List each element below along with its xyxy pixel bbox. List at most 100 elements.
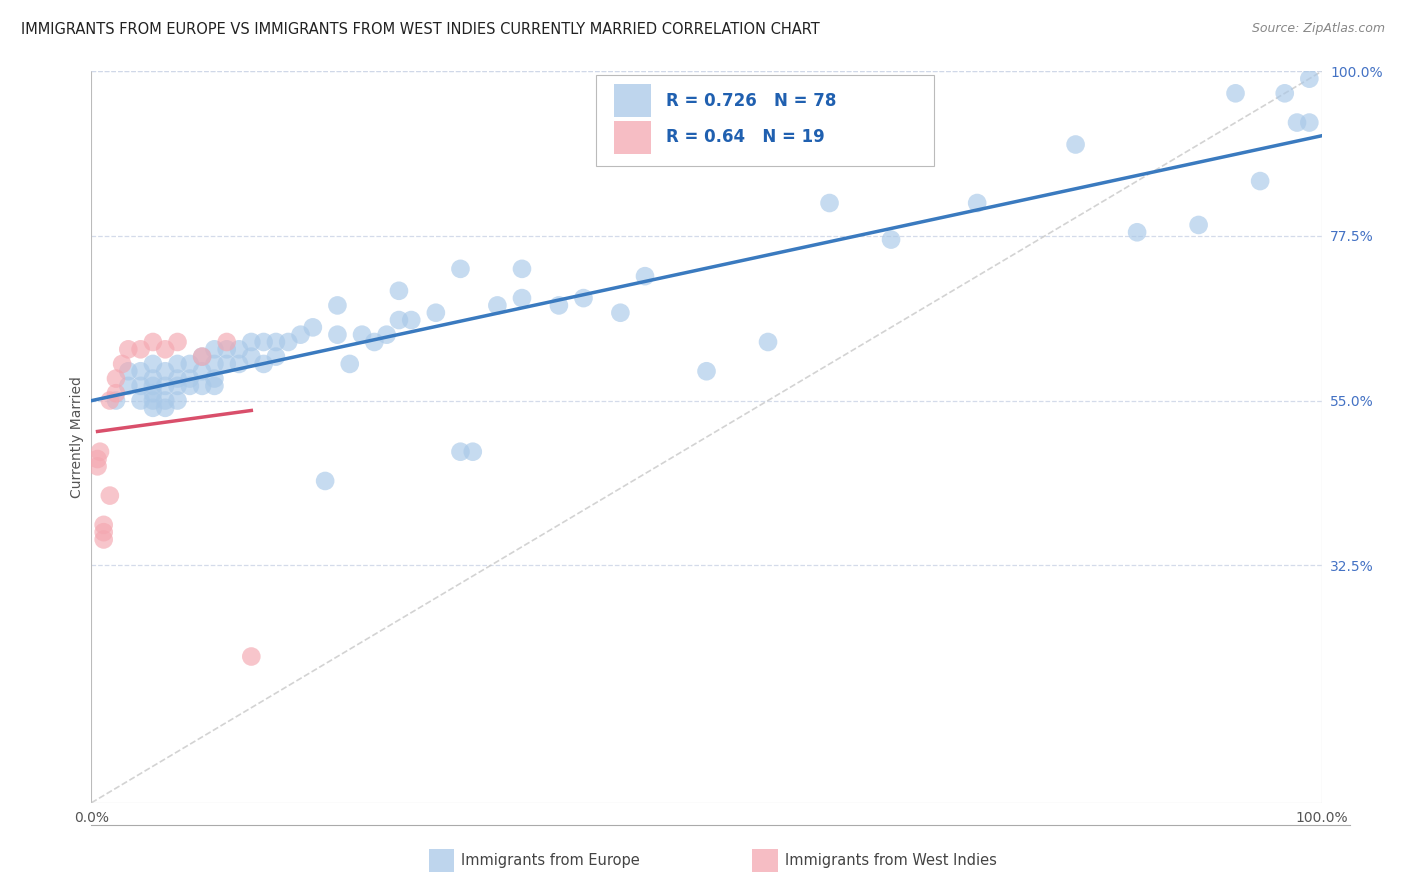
Text: IMMIGRANTS FROM EUROPE VS IMMIGRANTS FROM WEST INDIES CURRENTLY MARRIED CORRELAT: IMMIGRANTS FROM EUROPE VS IMMIGRANTS FRO…: [21, 22, 820, 37]
Point: [179, 371, 201, 385]
Point: [547, 298, 569, 312]
Point: [228, 343, 250, 357]
Point: [634, 269, 657, 284]
Point: [461, 444, 484, 458]
Point: [142, 379, 165, 393]
Point: [449, 444, 471, 458]
Point: [510, 291, 533, 305]
Point: [202, 343, 225, 357]
Point: [153, 343, 177, 357]
Point: [326, 298, 349, 312]
Point: [105, 393, 127, 408]
Point: [98, 393, 121, 408]
Text: Source: ZipAtlas.com: Source: ZipAtlas.com: [1251, 22, 1385, 36]
Point: [756, 334, 779, 349]
Point: [880, 233, 903, 247]
Point: [240, 334, 263, 349]
Point: [179, 379, 201, 393]
Point: [129, 379, 152, 393]
Point: [240, 649, 263, 664]
Point: [117, 364, 139, 378]
Point: [1064, 137, 1087, 152]
Point: [129, 343, 152, 357]
Point: [375, 327, 398, 342]
Text: R = 0.64   N = 19: R = 0.64 N = 19: [666, 128, 825, 146]
Point: [215, 343, 238, 357]
Bar: [614, 84, 651, 117]
Point: [142, 357, 165, 371]
Point: [117, 343, 139, 357]
Point: [609, 306, 631, 320]
Point: [215, 334, 238, 349]
Point: [449, 261, 471, 276]
Point: [264, 350, 287, 364]
Point: [105, 371, 127, 385]
Point: [129, 393, 152, 408]
Point: [1285, 115, 1308, 129]
Point: [388, 313, 411, 327]
Point: [695, 364, 717, 378]
Point: [86, 459, 108, 474]
Point: [202, 371, 225, 385]
Point: [253, 334, 276, 349]
Point: [111, 357, 134, 371]
Point: [1249, 174, 1271, 188]
Text: Immigrants from West Indies: Immigrants from West Indies: [785, 854, 997, 868]
Point: [166, 334, 188, 349]
Point: [425, 306, 447, 320]
Bar: [614, 120, 651, 153]
Point: [363, 334, 385, 349]
Text: R = 0.726   N = 78: R = 0.726 N = 78: [666, 92, 837, 110]
Point: [202, 379, 225, 393]
Point: [966, 196, 988, 211]
Point: [153, 401, 177, 415]
Point: [1126, 225, 1149, 239]
Point: [1187, 218, 1209, 232]
Point: [290, 327, 312, 342]
Point: [202, 357, 225, 371]
Point: [166, 357, 188, 371]
Text: Immigrants from Europe: Immigrants from Europe: [461, 854, 640, 868]
Point: [399, 313, 422, 327]
Point: [153, 393, 177, 408]
Point: [93, 517, 115, 532]
FancyBboxPatch shape: [596, 75, 934, 167]
Point: [191, 364, 214, 378]
Point: [240, 350, 263, 364]
Point: [215, 357, 238, 371]
Point: [352, 327, 374, 342]
Point: [93, 525, 115, 540]
Point: [277, 334, 299, 349]
Point: [153, 379, 177, 393]
Point: [93, 533, 115, 547]
Point: [117, 379, 139, 393]
Point: [339, 357, 361, 371]
Point: [388, 284, 411, 298]
Point: [105, 386, 127, 401]
Point: [301, 320, 323, 334]
Point: [264, 334, 287, 349]
Point: [142, 334, 165, 349]
Point: [191, 379, 214, 393]
Point: [142, 401, 165, 415]
Point: [166, 379, 188, 393]
Point: [253, 357, 276, 371]
Point: [191, 350, 214, 364]
Point: [572, 291, 595, 305]
Point: [166, 371, 188, 385]
Point: [142, 393, 165, 408]
Point: [818, 196, 841, 211]
Point: [314, 474, 336, 488]
Point: [228, 357, 250, 371]
Point: [129, 364, 152, 378]
Point: [179, 357, 201, 371]
Point: [98, 489, 121, 503]
Point: [89, 444, 111, 458]
Point: [153, 364, 177, 378]
Point: [486, 298, 509, 312]
Y-axis label: Currently Married: Currently Married: [70, 376, 84, 498]
Point: [191, 350, 214, 364]
Point: [86, 452, 108, 467]
Point: [1298, 71, 1320, 86]
Point: [142, 386, 165, 401]
